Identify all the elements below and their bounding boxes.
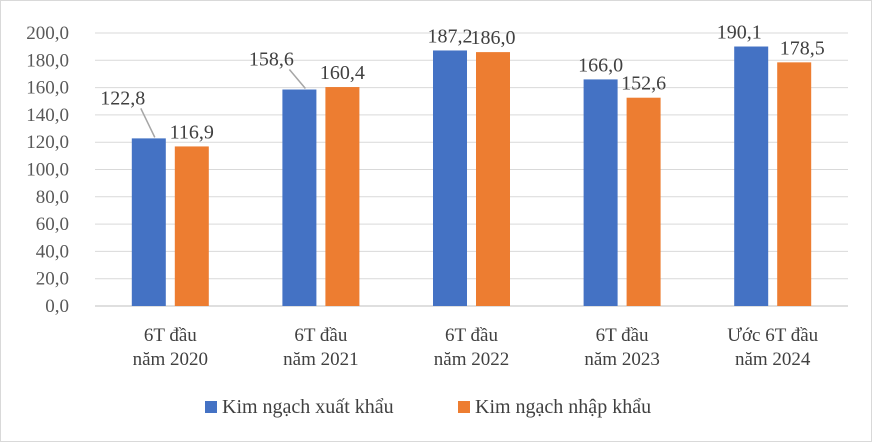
x-tick-label: 6T đầu: [445, 325, 498, 346]
x-tick-label: năm 2021: [283, 349, 358, 370]
x-tick-label: năm 2024: [735, 349, 811, 370]
import-bar: [626, 97, 661, 307]
x-tick-label: năm 2022: [434, 349, 509, 370]
y-tick-label: 60,0: [36, 214, 69, 235]
data-label: 158,6: [249, 49, 294, 71]
leader-line: [288, 69, 306, 89]
leader-line: [140, 108, 156, 138]
x-tick-label: 6T đầu: [596, 325, 649, 346]
import-bar: [476, 52, 510, 306]
data-label: 190,1: [717, 22, 762, 44]
x-tick-label: năm 2023: [584, 349, 659, 370]
y-tick-label: 160,0: [26, 78, 69, 99]
data-label: 152,6: [621, 73, 666, 95]
data-label: 187,2: [428, 25, 473, 47]
y-tick-label: 0,0: [45, 296, 69, 317]
export-bar: [131, 138, 166, 306]
x-tick-label: năm 2020: [133, 349, 208, 370]
y-tick-label: 140,0: [26, 105, 69, 126]
import-bar: [174, 146, 209, 306]
import-bar: [777, 62, 812, 306]
y-tick-label: 120,0: [26, 132, 69, 153]
export-bar: [583, 79, 618, 306]
data-label: 166,0: [578, 54, 623, 76]
export-bar: [282, 89, 317, 306]
legend-swatch: [458, 401, 470, 413]
data-label: 116,9: [170, 121, 214, 143]
export-bar: [433, 50, 467, 306]
export-bar: [734, 46, 769, 307]
legend-label: Kim ngạch nhập khẩu: [475, 396, 651, 418]
data-label: 160,4: [320, 62, 365, 84]
x-tick-label: Ước 6T đầu: [727, 325, 818, 346]
y-tick-label: 200,0: [26, 23, 69, 44]
import-bar: [325, 87, 360, 306]
x-tick-label: 6T đầu: [294, 325, 347, 346]
y-tick-label: 40,0: [36, 241, 69, 262]
data-label: 178,5: [780, 37, 825, 59]
legend-label: Kim ngạch xuất khẩu: [222, 396, 394, 418]
data-label: 186,0: [471, 27, 516, 49]
data-label: 122,8: [100, 87, 145, 109]
y-tick-label: 20,0: [36, 269, 69, 290]
y-tick-label: 180,0: [26, 50, 69, 71]
x-tick-label: 6T đầu: [144, 325, 197, 346]
y-tick-label: 80,0: [36, 187, 69, 208]
y-tick-label: 100,0: [26, 160, 69, 181]
legend-swatch: [205, 401, 217, 413]
